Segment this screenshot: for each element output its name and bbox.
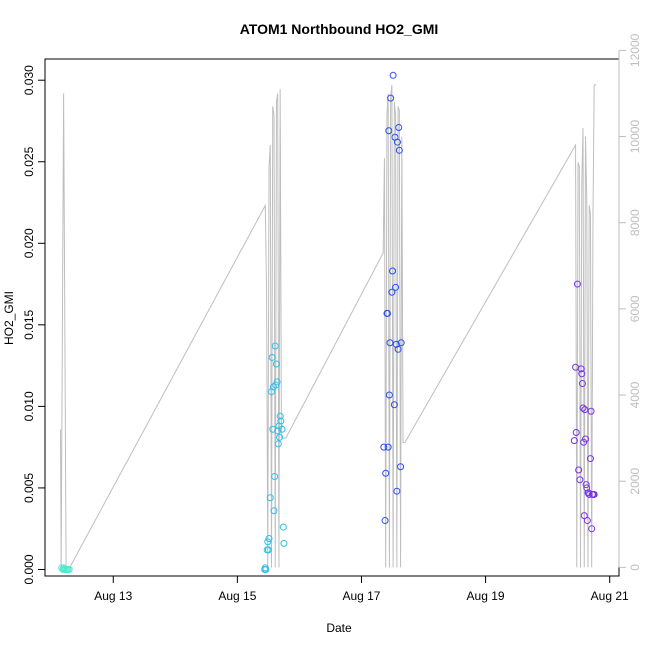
data-point (274, 440, 282, 448)
points-layer (58, 71, 598, 573)
data-point (382, 469, 390, 477)
y2-tick-label: 12000 (628, 33, 642, 67)
data-point (279, 523, 287, 531)
y-tick-label: 0.005 (22, 473, 36, 503)
data-point (266, 494, 274, 502)
data-point (394, 345, 402, 353)
data-point (583, 517, 591, 525)
data-point (588, 525, 596, 533)
data-point (278, 425, 286, 433)
data-point (577, 365, 585, 373)
data-point (380, 443, 388, 451)
y-axis-label: HO2_GMI (2, 291, 16, 345)
data-point (578, 370, 586, 378)
x-tick-label: Aug 19 (467, 589, 505, 603)
data-point (388, 288, 396, 296)
y-tick-label: 0.010 (22, 391, 36, 421)
data-point (65, 565, 73, 573)
data-point (397, 463, 405, 471)
y-tick-label: 0.000 (22, 554, 36, 584)
x-tick-label: Aug 17 (342, 589, 380, 603)
data-point (276, 433, 284, 441)
x-tick-label: Aug 15 (218, 589, 256, 603)
data-point (392, 283, 400, 291)
data-point (587, 407, 595, 415)
data-point (384, 443, 392, 451)
data-point (395, 124, 403, 131)
data-point (389, 267, 396, 275)
data-point (264, 546, 272, 554)
data-point (271, 342, 279, 350)
y2-axis: 0 2000 4000 6000 8000 10000 12000 (618, 33, 642, 571)
y2-tick-label: 6000 (628, 295, 642, 322)
data-point (385, 391, 393, 399)
y2-tick-label: 8000 (628, 209, 642, 236)
data-point (579, 404, 587, 412)
data-point (280, 539, 288, 547)
data-point (262, 565, 270, 573)
data-point (264, 538, 272, 546)
data-point (272, 360, 280, 368)
data-point (575, 466, 583, 474)
data-point (277, 417, 285, 425)
data-point (389, 71, 397, 79)
data-point (274, 427, 282, 435)
y-tick-label: 0.025 (22, 146, 36, 176)
data-point (384, 309, 392, 317)
data-point (390, 401, 398, 409)
data-point (386, 339, 394, 347)
data-point (570, 437, 578, 445)
y-axis: 0.000 0.005 0.010 0.015 0.020 0.025 0.030 (22, 65, 45, 584)
plot-frame (44, 58, 620, 577)
data-point (582, 481, 590, 489)
data-point (590, 490, 598, 498)
data-point (381, 517, 389, 525)
data-point (276, 412, 284, 420)
data-point (393, 138, 401, 146)
data-point (573, 280, 581, 288)
secondary-line-layer (60, 84, 597, 568)
y-tick-label: 0.030 (22, 65, 36, 95)
data-point (585, 490, 593, 498)
data-point (272, 381, 280, 389)
data-point (395, 146, 403, 154)
data-point (271, 473, 279, 481)
data-point (387, 94, 395, 102)
y2-tick-label: 0 (628, 564, 642, 571)
data-point (265, 534, 273, 542)
y2-tick-label: 10000 (628, 120, 642, 154)
chart-title: ATOM1 Northbound HO2_GMI (240, 21, 439, 37)
data-point (393, 487, 401, 495)
y-tick-label: 0.020 (22, 228, 36, 258)
y-tick-label: 0.015 (22, 310, 36, 340)
data-point (268, 353, 276, 361)
data-point (572, 428, 580, 436)
data-point (581, 406, 589, 414)
data-point (273, 378, 281, 386)
x-tick-label: Aug 13 (94, 589, 132, 603)
data-point (270, 507, 278, 515)
data-point (269, 425, 277, 433)
data-point (586, 455, 594, 463)
x-tick-label: Aug 21 (591, 589, 629, 603)
x-axis-label: Date (326, 621, 352, 635)
data-point (578, 380, 586, 388)
data-point (581, 435, 589, 443)
data-point (580, 512, 588, 520)
y2-tick-label: 4000 (628, 381, 642, 408)
y2-tick-label: 2000 (628, 468, 642, 495)
data-point (385, 127, 393, 135)
secondary-series-line (60, 84, 597, 568)
data-point (576, 476, 584, 484)
data-point (397, 339, 405, 347)
x-axis: Aug 13 Aug 15 Aug 17 Aug 19 Aug 21 (94, 575, 629, 603)
